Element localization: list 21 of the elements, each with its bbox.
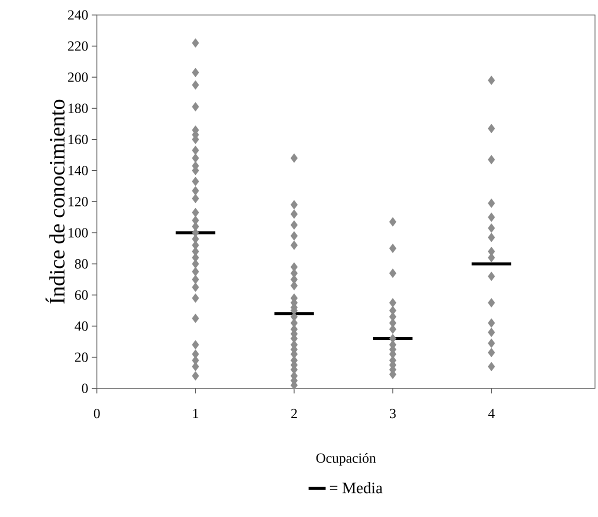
y-tick-label: 200 [68, 72, 88, 82]
y-tick-label: 20 [75, 352, 88, 362]
x-axis-title: Ocupación [316, 452, 376, 466]
legend-label: = Media [330, 482, 382, 494]
x-tick-label: 3 [390, 408, 396, 418]
x-tick-label: 4 [488, 408, 495, 418]
y-tick-label: 140 [68, 166, 88, 176]
y-axis-title: Índice de conocimiento [46, 100, 65, 304]
y-tick-label: 220 [68, 41, 88, 51]
x-tick-label: 1 [193, 408, 198, 418]
y-tick-label: 40 [74, 321, 88, 331]
y-tick-label: 0 [82, 384, 88, 393]
y-tick-label: 60 [75, 290, 88, 300]
x-tick-label: 0 [94, 408, 100, 418]
y-tick-label: 80 [74, 259, 88, 269]
y-tick-label: 240 [68, 10, 88, 20]
y-tick-label: 120 [68, 196, 88, 206]
y-tick-label: 180 [68, 104, 88, 113]
x-tick-label: 2 [291, 408, 297, 418]
y-tick-label: 160 [68, 134, 88, 144]
y-tick-label: 100 [68, 228, 88, 238]
